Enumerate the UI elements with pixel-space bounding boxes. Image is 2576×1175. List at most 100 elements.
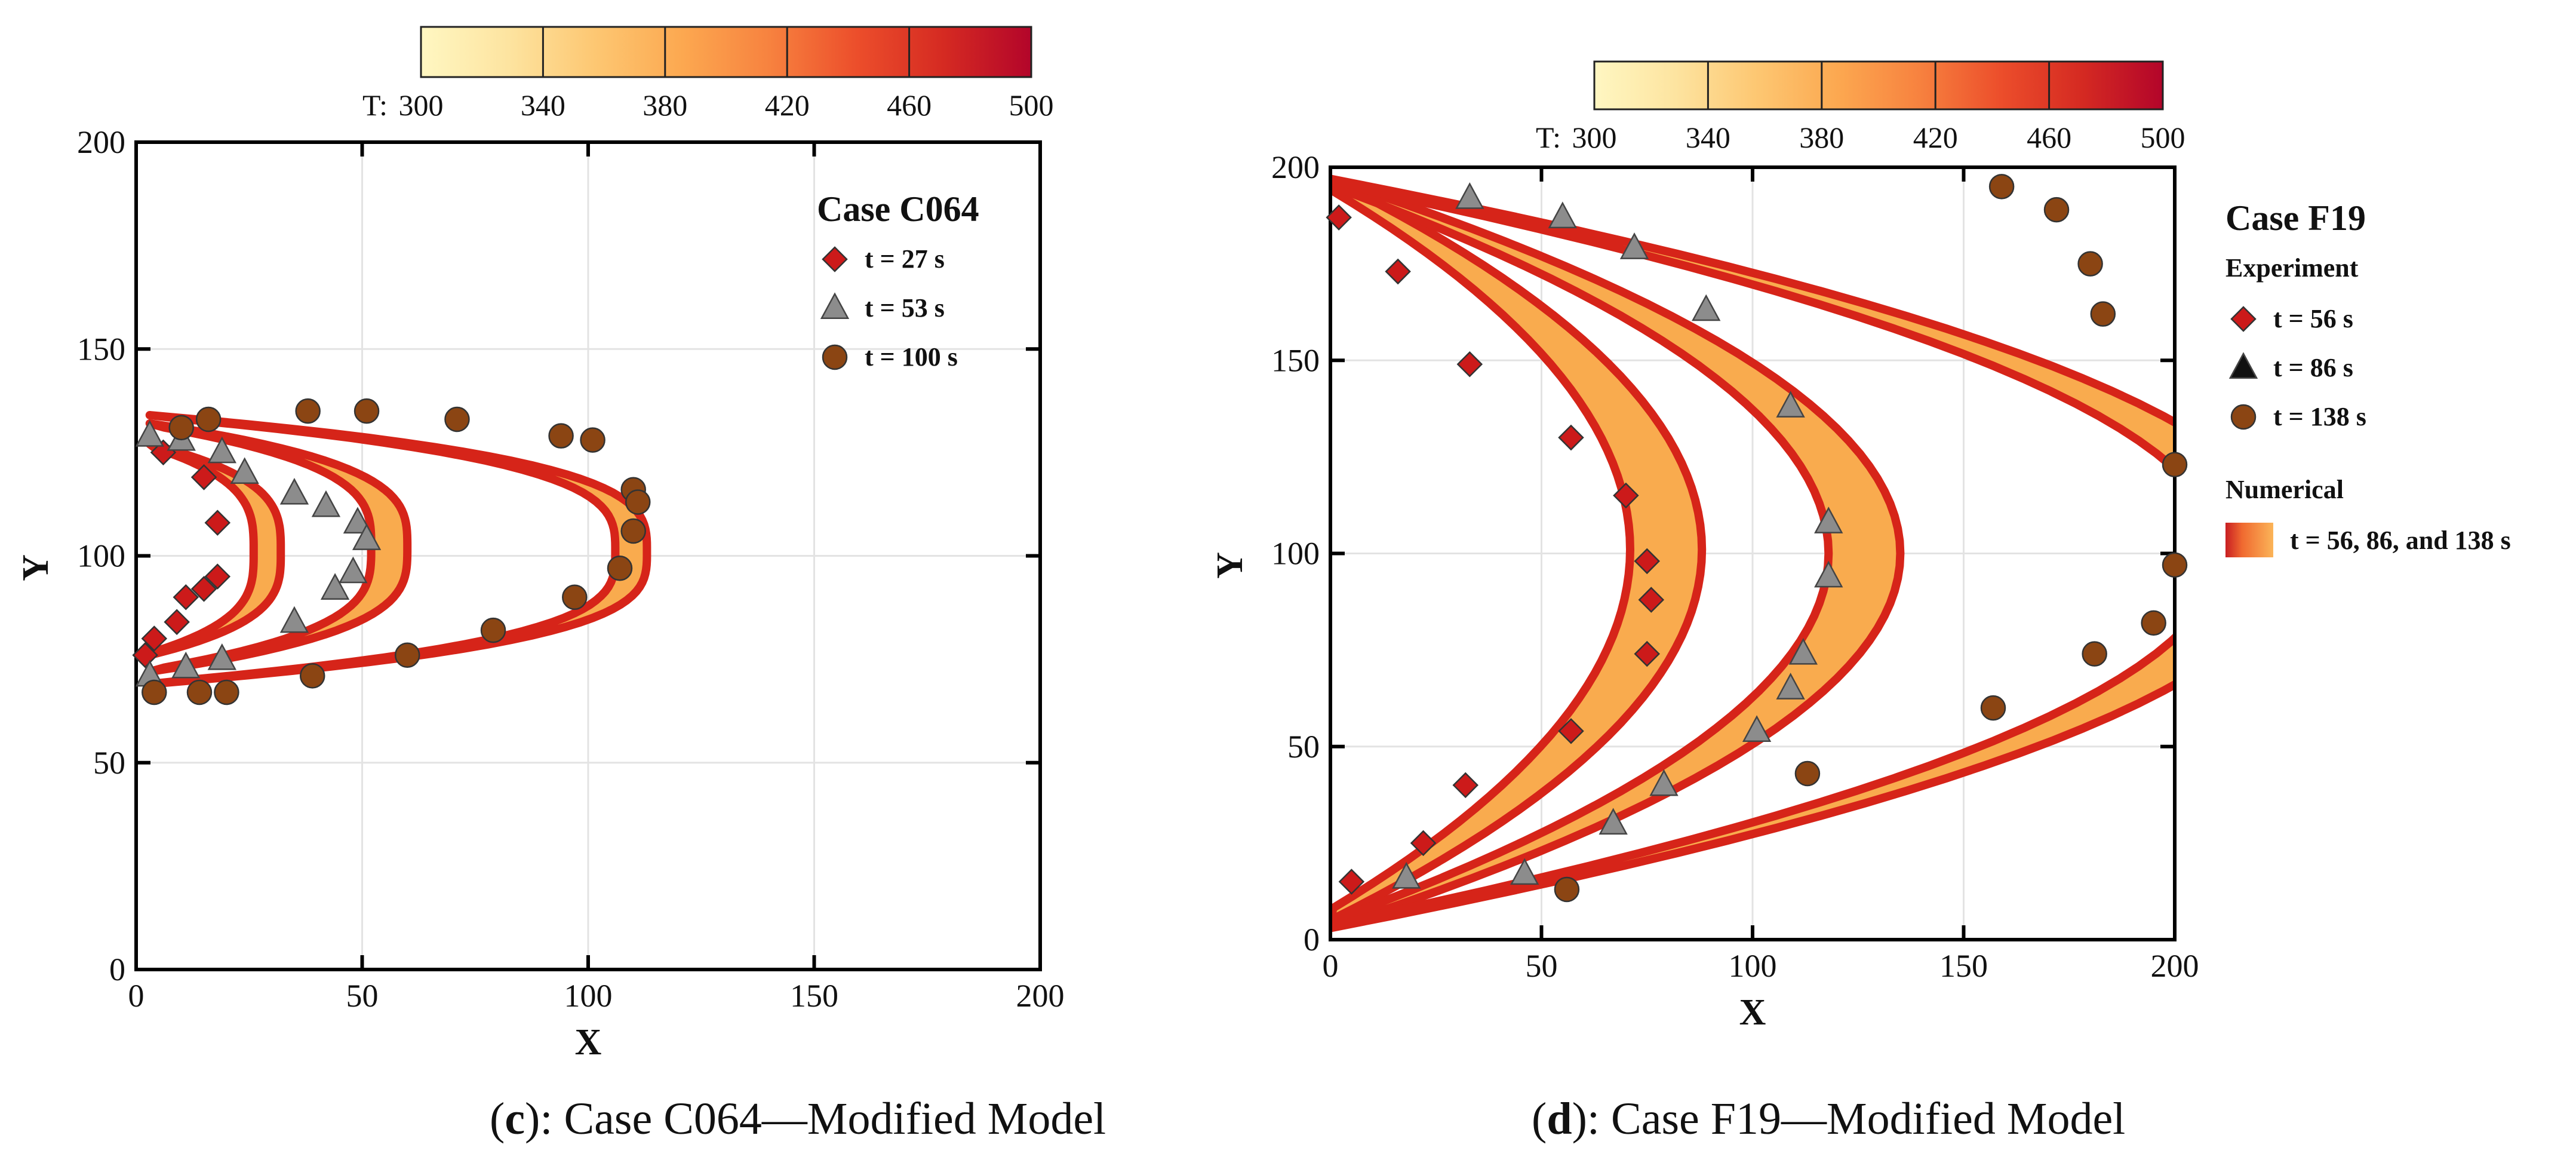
- legend-marker: [820, 292, 850, 320]
- x-tick-label: 50: [1526, 948, 1558, 984]
- front-edge: [1330, 174, 2175, 932]
- y-tick-label: 0: [109, 952, 125, 987]
- legend-marker: [2228, 352, 2258, 379]
- colorbar-tick-label: 460: [887, 88, 932, 122]
- data-point: [1776, 673, 1805, 700]
- data-point: [1455, 182, 1484, 209]
- x-tick-label: 50: [346, 978, 379, 1014]
- x-tick-label: 200: [1016, 978, 1065, 1014]
- data-point: [1385, 258, 1411, 285]
- data-point: [1326, 204, 1352, 231]
- colorbar-tick-label: 500: [2141, 121, 2185, 154]
- colorbar-tick-label: 300: [1572, 121, 1617, 154]
- front-56s: [1330, 174, 1707, 925]
- colorbar-tick-label: 420: [765, 88, 810, 122]
- colorbar: 300 340 380 420 460 500 T:: [1536, 60, 2185, 154]
- legend-numerical-swatch: [2225, 523, 2273, 557]
- caption-c-text: ): Case C064—Modified Model: [525, 1094, 1106, 1144]
- caption-d-letter: d: [1547, 1094, 1572, 1144]
- data-point: [230, 457, 259, 484]
- caption-c: (c): Case C064—Modified Model: [490, 1094, 1106, 1144]
- data-point: [1814, 560, 1843, 588]
- x-axis-label: X: [575, 1022, 602, 1063]
- y-axis-label: Y: [16, 554, 56, 581]
- data-point: [1558, 424, 1584, 451]
- data-point: [352, 523, 382, 550]
- data-point: [394, 642, 420, 668]
- front-138s: [1330, 174, 2175, 932]
- data-point: [480, 617, 506, 643]
- y-tick-label: 100: [77, 538, 125, 574]
- x-axis-label: X: [1739, 992, 1766, 1033]
- y-axis-label: Y: [1210, 552, 1250, 579]
- colorbar-tick-label: 380: [1799, 121, 1844, 154]
- x-tick-label: 150: [1939, 948, 1988, 984]
- data-point: [2077, 251, 2103, 277]
- colorbar-tick-label: 340: [1686, 121, 1730, 154]
- data-point: [1649, 769, 1679, 796]
- legend-title: Case F19: [2225, 198, 2366, 238]
- y-tick-label: 0: [1304, 922, 1320, 958]
- data-point: [299, 663, 325, 689]
- data-points: [132, 398, 651, 705]
- front-edge: [1330, 174, 1905, 932]
- x-tick-label: 200: [2151, 948, 2199, 984]
- legend-numerical-entry: t = 56, 86, and 138 s: [2290, 526, 2511, 555]
- data-point: [1980, 695, 2006, 721]
- front-edge: [145, 411, 651, 689]
- colorbar-tick-label: 380: [643, 88, 687, 122]
- colorbar-tick-label: 420: [1913, 121, 1958, 154]
- data-point: [1613, 482, 1639, 509]
- data-point: [214, 679, 239, 705]
- colorbar-tick-label: 340: [521, 88, 565, 122]
- data-point: [1788, 637, 1818, 665]
- chart-panel-d: 0 50 100 150 200 0 50 100 150 200 X Y 300 340 380 420 46…: [1210, 60, 2511, 1033]
- y-tick-label: 150: [77, 331, 125, 367]
- caption-d: (d): Case F19—Modified Model: [1532, 1094, 2126, 1144]
- x-tick-label: 150: [790, 978, 838, 1014]
- colorbar-tick-label: 460: [2027, 121, 2071, 154]
- data-point: [204, 510, 231, 536]
- data-point: [1456, 351, 1483, 378]
- data-point: [311, 490, 341, 517]
- data-point: [2162, 452, 2188, 478]
- data-point: [207, 436, 237, 464]
- colorbar-label: T:: [362, 88, 388, 122]
- data-point: [279, 477, 309, 505]
- data-point: [1410, 830, 1437, 857]
- data-point: [1814, 507, 1843, 533]
- data-point: [1742, 715, 1772, 742]
- legend-title: Case C064: [817, 189, 979, 229]
- data-point: [2082, 641, 2107, 667]
- x-tick-label: 100: [1729, 948, 1777, 984]
- legend-entry-label: t = 53 s: [865, 293, 945, 323]
- legend-experiment-label: Experiment: [2225, 253, 2359, 283]
- legend-entry-label: t = 86 s: [2273, 353, 2353, 382]
- colorbar-bar: [420, 26, 1032, 78]
- series-56s: [1326, 204, 1665, 895]
- legend-marker: [2230, 404, 2257, 430]
- data-point: [1558, 718, 1584, 744]
- data-point: [204, 563, 231, 590]
- data-point: [295, 398, 321, 424]
- data-point: [607, 556, 633, 581]
- data-point: [2043, 197, 2070, 223]
- data-point: [1776, 391, 1805, 418]
- data-point: [1638, 587, 1665, 613]
- data-point: [1988, 174, 2015, 200]
- data-point: [2162, 552, 2188, 578]
- data-point: [580, 427, 605, 453]
- data-point: [195, 406, 222, 432]
- y-tick-label: 50: [1287, 729, 1320, 765]
- legend-numerical-label: Numerical: [2225, 475, 2344, 504]
- data-point: [339, 556, 368, 584]
- data-point: [353, 398, 380, 424]
- y-tick-label: 200: [77, 124, 125, 160]
- data-point: [1794, 760, 1821, 787]
- grid: [136, 142, 1040, 970]
- legend-marker: [2230, 306, 2257, 332]
- caption-d-text: ): Case F19—Modified Model: [1572, 1094, 2126, 1144]
- data-point: [1619, 232, 1649, 259]
- data-point: [186, 679, 213, 705]
